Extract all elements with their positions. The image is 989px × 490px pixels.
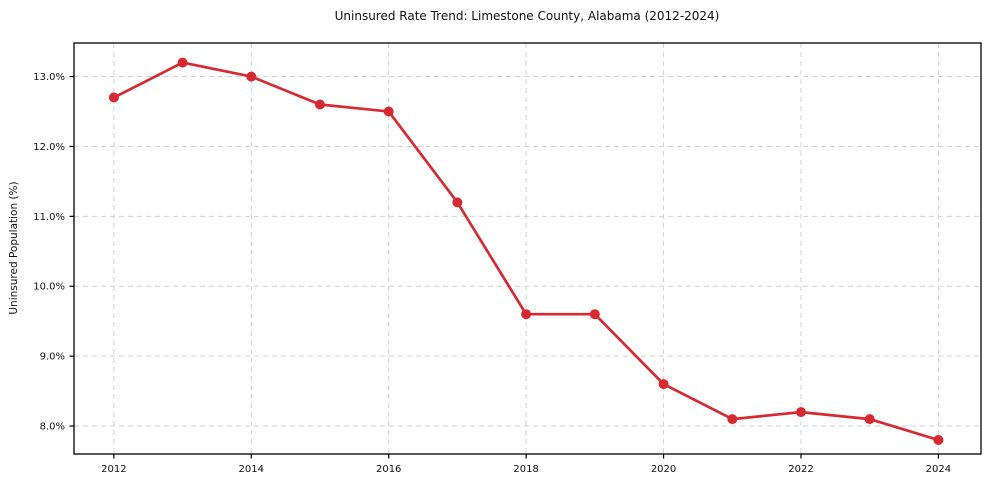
y-axis-label: Uninsured Population (%) <box>8 181 20 314</box>
data-point <box>177 57 188 68</box>
axis-frame <box>73 42 982 455</box>
gridlines <box>74 43 981 454</box>
tick-labels: 8.0% 9.0% 10.0% 11.0% 12.0% 13.0% 2012 2014 2016… <box>33 72 951 475</box>
data-point <box>452 197 463 208</box>
x-tick-label: 2020 <box>651 464 676 475</box>
y-tick-label: 11.0% <box>33 212 65 223</box>
x-tick-label: 2016 <box>376 464 401 475</box>
data-point <box>589 309 600 320</box>
x-tick-label: 2024 <box>926 464 951 475</box>
data-point <box>727 414 738 425</box>
y-tick-label: 13.0% <box>33 72 65 83</box>
data-point <box>933 435 944 445</box>
data-point <box>315 99 325 110</box>
data-point <box>246 71 257 82</box>
data-point <box>383 106 394 117</box>
y-tick-label: 8.0% <box>40 422 65 433</box>
y-tick-label: 9.0% <box>40 352 65 363</box>
tick-marks <box>69 75 939 459</box>
data-point <box>108 92 119 103</box>
chart-title: Uninsured Rate Trend: Limestone County, … <box>335 9 720 23</box>
data-series <box>108 57 944 445</box>
x-tick-label: 2022 <box>788 464 813 475</box>
x-tick-label: 2012 <box>101 464 126 475</box>
y-tick-label: 12.0% <box>33 142 65 153</box>
y-tick-label: 10.0% <box>33 282 65 293</box>
data-point <box>658 379 669 390</box>
x-tick-label: 2018 <box>513 464 538 475</box>
data-point <box>521 309 532 320</box>
x-tick-label: 2014 <box>239 464 264 475</box>
data-point <box>796 407 806 418</box>
data-point <box>864 414 875 425</box>
